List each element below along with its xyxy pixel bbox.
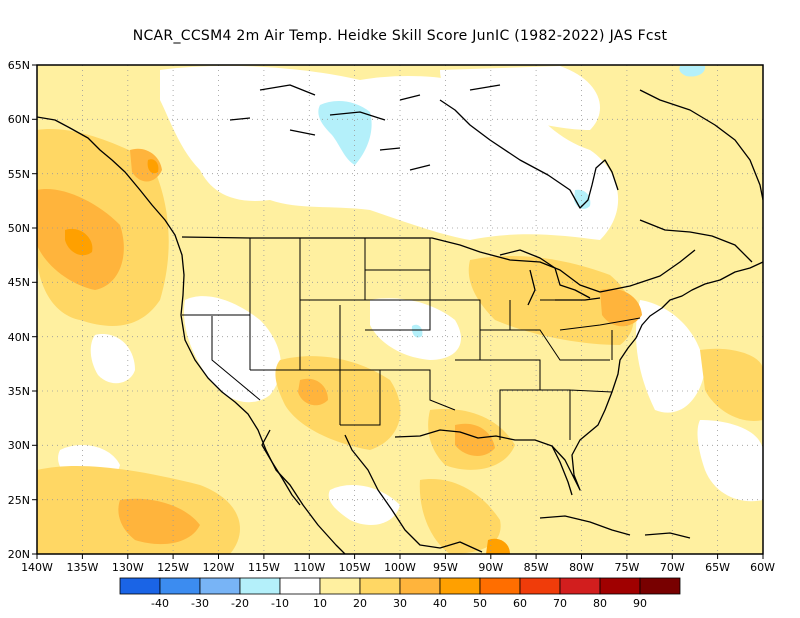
- lat-label: 55N: [8, 168, 30, 181]
- lon-label: 65W: [705, 561, 730, 574]
- lon-label: 115W: [248, 561, 280, 574]
- peak-region-mexico: [486, 538, 510, 554]
- colorbar-swatch: [319, 577, 361, 595]
- lon-label: 105W: [339, 561, 371, 574]
- colorbar-label: 80: [593, 597, 607, 610]
- longitude-axis: 140W 135W 130W 125W 120W 115W 110W 105W …: [21, 554, 775, 574]
- white-region-westus: [184, 296, 281, 403]
- colorbar-label: 20: [353, 597, 367, 610]
- colorbar-swatch: [159, 577, 201, 595]
- lat-label: 45N: [8, 276, 30, 289]
- lon-label: 135W: [66, 561, 98, 574]
- colorbar-label: 50: [473, 597, 487, 610]
- peak-region-bc: [147, 159, 159, 174]
- colorbar-swatch: [519, 577, 561, 595]
- cuba: [539, 515, 631, 536]
- strong-region-gulf: [455, 423, 495, 456]
- lon-label: 125W: [157, 561, 189, 574]
- lat-label: 20N: [8, 548, 30, 561]
- lon-label: 110W: [293, 561, 325, 574]
- blue-region-canada: [318, 100, 372, 165]
- arctic-islands: [229, 84, 501, 171]
- white-region-pacific: [90, 334, 135, 384]
- white-region-gulf-atlantic: [697, 420, 763, 502]
- colorbar-label: 40: [433, 597, 447, 610]
- baja-coastline: [261, 429, 301, 506]
- colorbar-swatch: [359, 577, 401, 595]
- colorbar-label: -40: [151, 597, 169, 610]
- colorbar-labels: -40 -30 -20 -10 10 20 30 40 50 60 70 80 …: [151, 597, 647, 610]
- colorbar-label: -20: [231, 597, 249, 610]
- labrador-coast: [639, 89, 763, 201]
- lon-label: 140W: [21, 561, 53, 574]
- strong-region-pacific-south: [118, 498, 200, 545]
- colorbar-swatch: [399, 577, 441, 595]
- gulf-st-lawrence: [639, 219, 753, 263]
- lon-label: 80W: [569, 561, 594, 574]
- hispaniola: [644, 532, 691, 539]
- lon-label: 90W: [478, 561, 503, 574]
- blue-region-arctic: [679, 66, 706, 77]
- lon-label: 75W: [614, 561, 639, 574]
- orange-region-atlantic: [700, 348, 763, 421]
- colorbar-swatch: [559, 577, 601, 595]
- lat-label: 35N: [8, 385, 30, 398]
- lon-label: 130W: [112, 561, 144, 574]
- coastlines: [37, 84, 763, 554]
- colorbar-label: 10: [313, 597, 327, 610]
- state-borders: [182, 238, 641, 440]
- colorbar-swatch: [119, 577, 161, 595]
- lat-label: 50N: [8, 222, 30, 235]
- state-lines-east: [430, 299, 641, 440]
- colorbar-swatch: [279, 577, 321, 595]
- blue-region-plains: [411, 324, 423, 338]
- lat-label: 40N: [8, 331, 30, 344]
- colorbar-label: 90: [633, 597, 647, 610]
- colorbar-swatch: [239, 577, 281, 595]
- strong-region-northeast: [600, 288, 642, 327]
- colorbar-label: 70: [553, 597, 567, 610]
- lon-label: 100W: [384, 561, 416, 574]
- lon-label: 95W: [433, 561, 458, 574]
- lon-label: 120W: [203, 561, 235, 574]
- colorbar: -40 -30 -20 -10 10 20 30 40 50 60 70 80 …: [119, 577, 681, 610]
- colorbar-swatch: [439, 577, 481, 595]
- florida: [551, 445, 573, 496]
- lat-label: 30N: [8, 439, 30, 452]
- lat-label: 65N: [8, 59, 30, 72]
- white-region-arctic: [440, 66, 600, 130]
- lon-label: 60W: [750, 561, 775, 574]
- colorbar-swatch: [639, 577, 681, 595]
- gulf-coastline: [344, 434, 483, 553]
- colorbar-label: -10: [271, 597, 289, 610]
- colorbar-swatch: [479, 577, 521, 595]
- gulf-coast-us: [394, 261, 763, 491]
- colorbar-swatch: [599, 577, 641, 595]
- lat-label: 25N: [8, 494, 30, 507]
- white-region-atlantic: [635, 300, 705, 413]
- colorbar-label: -30: [191, 597, 209, 610]
- strong-region-sw: [298, 378, 328, 406]
- skill-shading: [37, 65, 763, 554]
- colorbar-swatch: [199, 577, 241, 595]
- lon-label: 70W: [660, 561, 685, 574]
- colorbar-label: 60: [513, 597, 527, 610]
- latitude-axis: 65N 60N 55N 50N 45N 40N 35N 30N 25N 20N: [8, 59, 37, 561]
- us-canada-border: [181, 236, 696, 293]
- orange-region-mexico: [419, 479, 501, 554]
- lat-label: 60N: [8, 113, 30, 126]
- hudson-bay-coast: [439, 99, 619, 209]
- peak-region-pacific: [65, 228, 93, 256]
- lon-label: 85W: [524, 561, 549, 574]
- colorbar-swatches: [119, 577, 681, 595]
- colorbar-label: 30: [393, 597, 407, 610]
- map-title: NCAR_CCSM4 2m Air Temp. Heidke Skill Sco…: [132, 28, 668, 44]
